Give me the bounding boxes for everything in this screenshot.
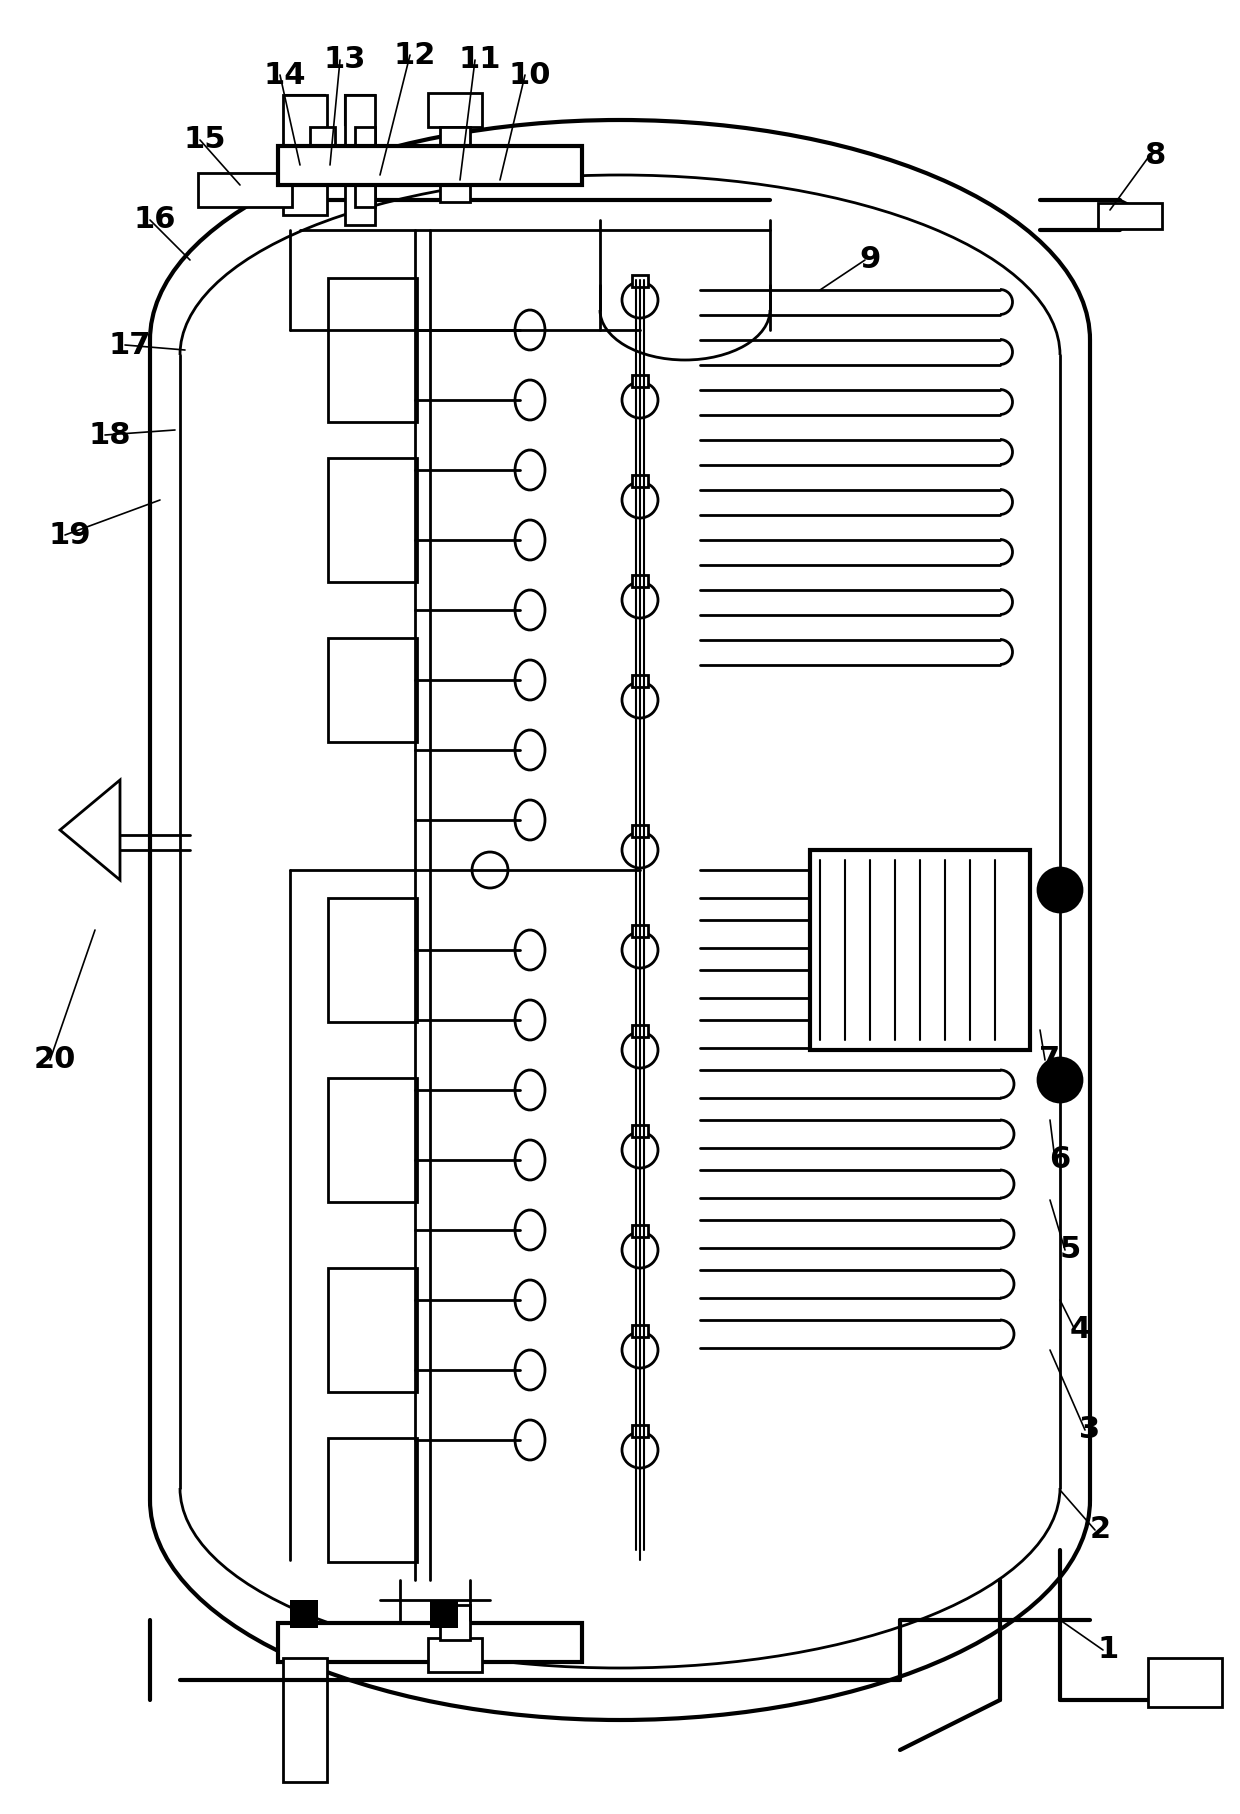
Bar — [285, 1660, 325, 1780]
Bar — [329, 1078, 417, 1203]
Bar — [632, 575, 649, 588]
Bar — [329, 639, 417, 742]
Bar — [440, 1605, 470, 1640]
Bar — [278, 1624, 582, 1662]
Bar — [330, 461, 415, 580]
Bar — [430, 1640, 480, 1671]
Bar — [278, 145, 582, 185]
Circle shape — [622, 582, 658, 619]
Circle shape — [622, 383, 658, 417]
Bar — [815, 854, 1025, 1045]
Bar — [329, 278, 417, 423]
Bar — [632, 475, 649, 486]
Circle shape — [622, 682, 658, 718]
Circle shape — [622, 281, 658, 317]
Circle shape — [1038, 869, 1083, 912]
Bar — [290, 1600, 317, 1627]
Text: 6: 6 — [1049, 1145, 1070, 1174]
Bar — [632, 276, 649, 287]
Circle shape — [622, 1132, 658, 1168]
Text: 5: 5 — [1059, 1235, 1080, 1264]
Bar — [280, 1625, 580, 1660]
Bar — [355, 127, 374, 207]
Bar — [1149, 1660, 1220, 1705]
Text: 20: 20 — [33, 1045, 76, 1074]
Text: 14: 14 — [264, 60, 306, 89]
Circle shape — [622, 1032, 658, 1068]
Bar — [440, 127, 470, 201]
Text: 11: 11 — [459, 45, 501, 74]
Bar — [1097, 203, 1162, 229]
Bar — [1148, 1658, 1221, 1707]
Bar — [330, 640, 415, 740]
Bar — [632, 1025, 649, 1038]
Bar — [283, 94, 327, 216]
Text: 10: 10 — [508, 60, 552, 89]
Bar — [283, 1658, 327, 1781]
Bar — [632, 1426, 649, 1437]
Bar — [428, 1638, 482, 1673]
Bar — [330, 1270, 415, 1390]
Bar — [310, 127, 335, 181]
Bar — [330, 279, 415, 421]
Circle shape — [1038, 1058, 1083, 1101]
Bar — [430, 94, 480, 125]
Bar — [345, 94, 374, 125]
Text: 17: 17 — [109, 330, 151, 359]
Text: 9: 9 — [859, 245, 880, 274]
Bar — [200, 174, 290, 205]
Bar — [329, 1268, 417, 1391]
Bar — [329, 1439, 417, 1562]
Bar — [632, 675, 649, 688]
Circle shape — [622, 932, 658, 969]
Circle shape — [622, 1331, 658, 1368]
Bar — [198, 172, 291, 207]
Text: 4: 4 — [1069, 1315, 1091, 1344]
Text: 12: 12 — [394, 40, 436, 69]
Text: 1: 1 — [1097, 1636, 1118, 1665]
Text: 3: 3 — [1080, 1415, 1101, 1444]
Text: 19: 19 — [48, 521, 92, 550]
Bar — [329, 898, 417, 1021]
Bar — [430, 1600, 458, 1627]
Text: 18: 18 — [89, 421, 131, 450]
Circle shape — [622, 1431, 658, 1468]
Bar — [632, 1125, 649, 1137]
Bar — [345, 94, 374, 225]
Bar — [330, 1079, 415, 1201]
Bar — [428, 93, 482, 127]
Circle shape — [472, 853, 508, 889]
Bar — [632, 1324, 649, 1337]
Bar — [330, 900, 415, 1019]
Bar — [280, 149, 580, 183]
Text: 16: 16 — [134, 205, 176, 234]
Polygon shape — [60, 780, 120, 880]
Circle shape — [622, 833, 658, 869]
Bar — [632, 1224, 649, 1237]
Text: 13: 13 — [324, 45, 366, 74]
Circle shape — [622, 1232, 658, 1268]
Bar — [810, 851, 1030, 1050]
Bar — [329, 457, 417, 582]
Bar — [1100, 205, 1159, 227]
Text: 2: 2 — [1090, 1515, 1111, 1544]
Circle shape — [622, 483, 658, 519]
Text: 15: 15 — [184, 125, 226, 154]
Bar — [330, 1440, 415, 1560]
Text: 7: 7 — [1039, 1045, 1060, 1074]
Bar — [632, 825, 649, 836]
Bar — [285, 94, 325, 216]
Text: 8: 8 — [1145, 140, 1166, 169]
Bar — [632, 925, 649, 938]
Bar — [632, 375, 649, 386]
